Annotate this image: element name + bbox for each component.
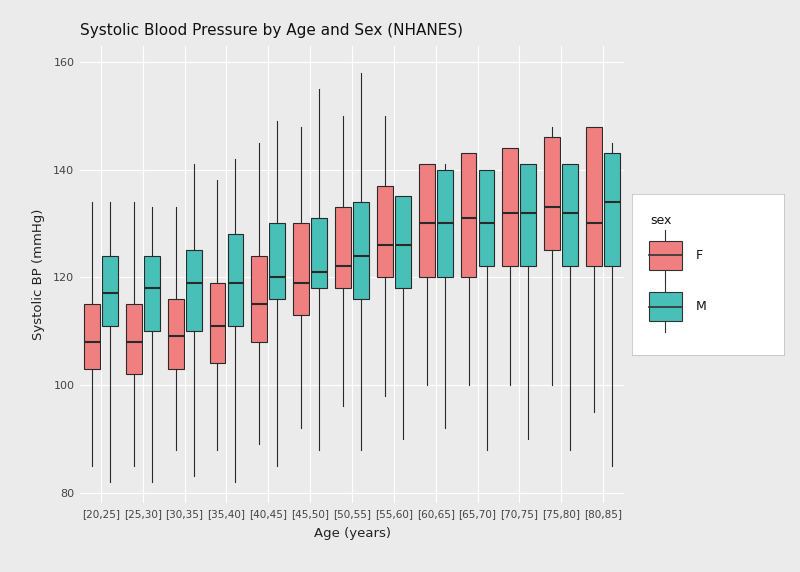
PathPatch shape: [168, 299, 183, 369]
Bar: [649, 241, 682, 270]
PathPatch shape: [294, 224, 309, 315]
Text: F: F: [696, 249, 703, 262]
PathPatch shape: [126, 304, 142, 374]
X-axis label: Age (years): Age (years): [314, 527, 390, 540]
Text: sex: sex: [650, 214, 672, 227]
PathPatch shape: [544, 137, 560, 251]
PathPatch shape: [521, 164, 536, 267]
PathPatch shape: [377, 186, 393, 277]
PathPatch shape: [562, 164, 578, 267]
PathPatch shape: [586, 126, 602, 267]
Y-axis label: Systolic BP (mmHg): Systolic BP (mmHg): [32, 209, 45, 340]
PathPatch shape: [478, 169, 494, 267]
PathPatch shape: [437, 169, 453, 277]
PathPatch shape: [311, 218, 327, 288]
PathPatch shape: [210, 283, 226, 363]
PathPatch shape: [251, 256, 267, 342]
Bar: [649, 292, 682, 321]
Text: M: M: [696, 300, 706, 313]
PathPatch shape: [461, 153, 477, 277]
PathPatch shape: [84, 304, 100, 369]
Text: Systolic Blood Pressure by Age and Sex (NHANES): Systolic Blood Pressure by Age and Sex (…: [80, 23, 463, 38]
PathPatch shape: [502, 148, 518, 267]
PathPatch shape: [418, 164, 434, 277]
PathPatch shape: [270, 224, 286, 299]
PathPatch shape: [395, 197, 410, 288]
PathPatch shape: [102, 256, 118, 325]
PathPatch shape: [353, 202, 369, 299]
PathPatch shape: [227, 234, 243, 325]
PathPatch shape: [604, 153, 620, 267]
PathPatch shape: [144, 256, 160, 331]
PathPatch shape: [186, 251, 202, 331]
PathPatch shape: [335, 207, 351, 288]
